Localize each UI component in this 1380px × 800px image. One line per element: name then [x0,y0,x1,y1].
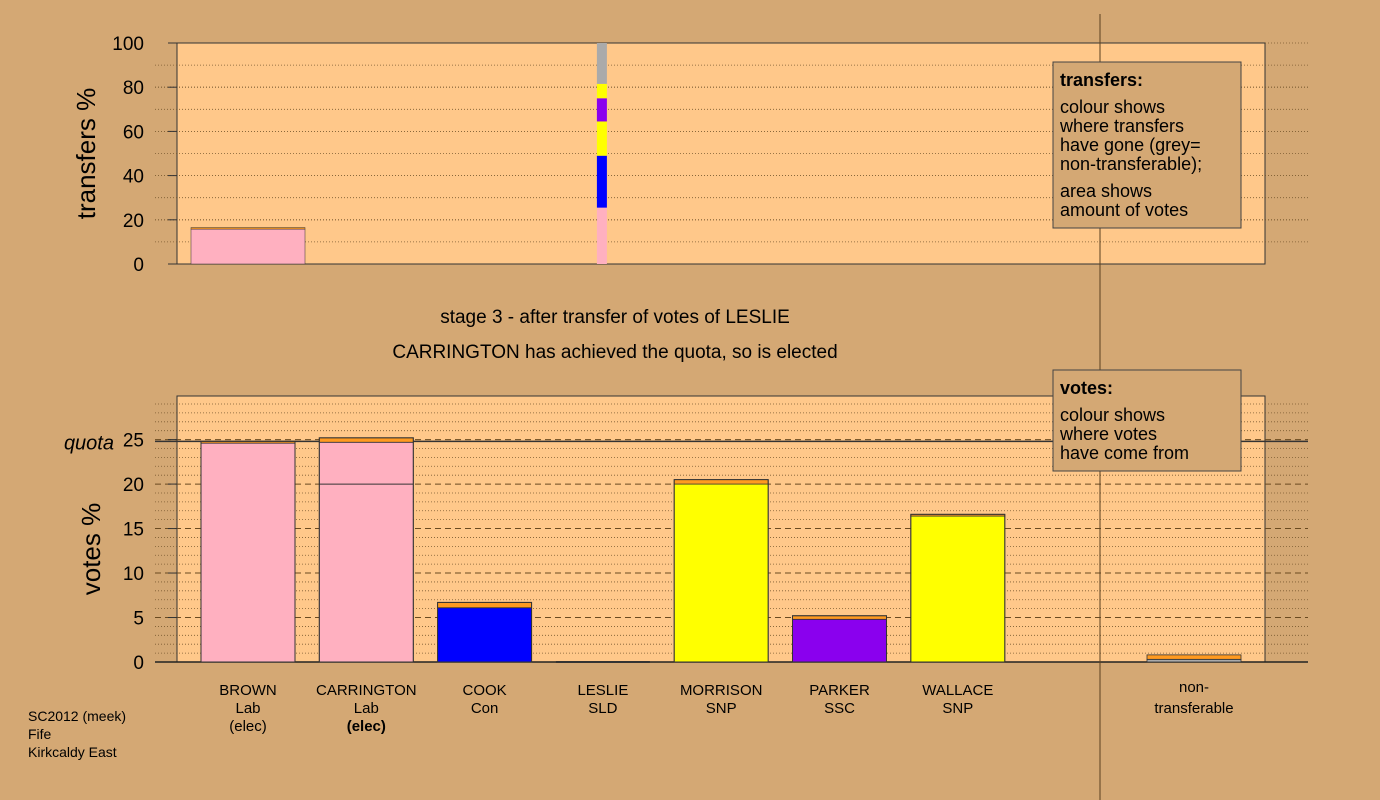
vote-bar-segment [200,442,296,663]
vote-bar-outline [318,437,414,663]
votes-legend: votes: colour shows where votes have com… [1052,369,1242,472]
vote-bar-segment [792,618,887,663]
nontransferable-bar-segment [1146,658,1242,663]
stage-subtitle: CARRINGTON has achieved the quota, so is… [392,342,837,363]
transfers-legend-line: non-transferable); [1060,154,1202,174]
transfers-tick-label: 80 [123,78,144,99]
election-label: SC2012 (meek) [28,708,126,724]
votes-tick-label: 0 [133,653,144,674]
candidate-party: SSC [824,700,855,717]
transfers-legend-line: have gone (grey= [1060,135,1201,155]
candidate-name: LESLIE [577,682,628,699]
transfers-legend: transfers: colour shows where transfers … [1052,61,1242,229]
votes-legend-title: votes: [1060,378,1113,398]
candidate-name: BROWN [219,682,277,699]
votes-tick-label: 10 [123,564,144,585]
transfers-tick-label: 100 [112,34,144,55]
transfers-tick-label: 0 [133,255,144,276]
transfers-legend-line: amount of votes [1060,200,1188,220]
transfers-axis-label: transfers % [71,88,101,220]
nontransferable-bar-segment [1146,654,1242,660]
vote-bar-outline [673,479,769,663]
vote-bar-segment [673,483,769,663]
transfer-strip-segment [596,98,607,122]
votes-legend-box [1052,369,1242,472]
vote-bar-outline [437,601,533,663]
votes-tick-label: 15 [123,520,144,541]
transfer-bar-segment [190,228,306,265]
transfer-strip-segment [596,155,607,208]
candidate-party: Con [471,700,499,717]
candidate-party: SLD [588,700,617,717]
vote-bar-outline [792,615,887,663]
candidate-name: PARKER [809,682,870,699]
stage-title: stage 3 - after transfer of votes of LES… [440,307,790,328]
candidate-party: Lab [354,700,379,717]
vote-bar-segment [318,437,414,443]
votes-tick-label: 5 [133,609,144,630]
transfer-strip-segment [596,83,607,99]
votes-legend-line: colour shows [1060,405,1165,425]
vote-bar-outline [910,513,1006,663]
vote-bar-segment [910,515,1006,663]
candidate-name: CARRINGTON [316,682,417,699]
transfer-bar-segment [190,227,306,230]
candidate-name: COOK [463,682,507,699]
transfers-legend-line: where transfers [1059,116,1184,136]
council-label: Fife [28,726,52,742]
candidate-name: WALLACE [922,682,993,699]
votes-legend-line: have come from [1060,443,1189,463]
transfers-tick-label: 60 [123,122,144,143]
candidate-status: (elec) [229,718,267,735]
transfer-strip-segment [596,207,607,264]
transfer-strip-segment [596,121,607,156]
candidate-party: SNP [706,700,737,717]
candidate-party: Lab [235,700,260,717]
vote-bar-segment [437,607,533,663]
votes-tick-label: 25 [123,431,144,452]
transfers-legend-box [1052,61,1242,229]
vote-bar-segment [673,479,769,485]
nontransferable-label: transferable [1154,700,1233,717]
candidate-party: SNP [942,700,973,717]
votes-tick-label: 20 [123,475,144,496]
transfers-legend-line: colour shows [1060,97,1165,117]
transfers-legend-title: transfers: [1060,70,1143,90]
vote-bar-segment [318,441,414,663]
ward-label: Kirkcaldy East [28,744,117,760]
transfers-tick-label: 20 [123,211,144,232]
votes-legend-line: where votes [1059,424,1157,444]
transfers-tick-label: 40 [123,167,144,188]
candidate-name: MORRISON [680,682,763,699]
transfer-strip-segment [596,43,607,84]
transfers-legend-line: area shows [1060,181,1152,201]
vote-bar-segment [437,601,533,609]
vote-bar-segment [792,615,887,620]
nontransferable-label: non- [1179,679,1209,696]
votes-axis-label: votes % [76,503,106,596]
candidate-status: (elec) [347,718,386,735]
vote-bar-outline [200,440,296,663]
quota-label: quota [64,432,114,454]
